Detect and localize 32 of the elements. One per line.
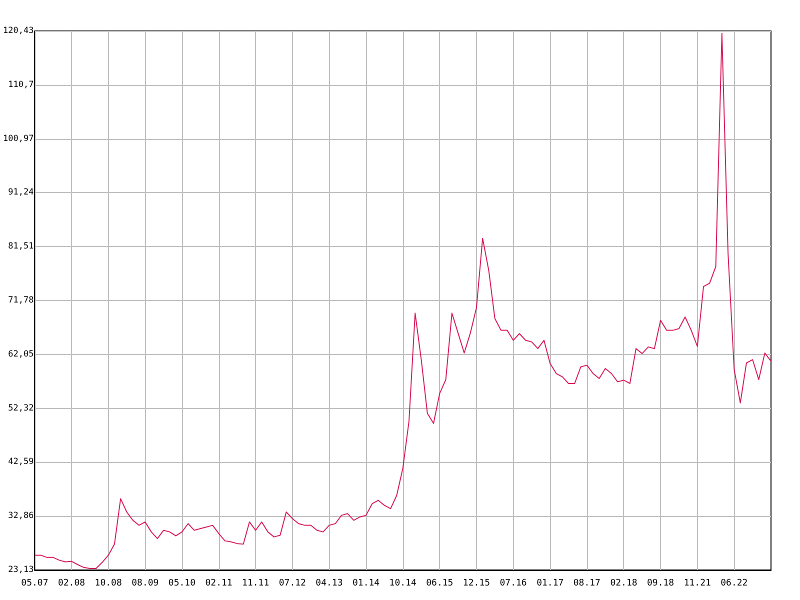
x-tick-label: 10.08 [94,578,122,588]
y-tick-label: 100,97 [2,134,34,144]
x-tick-label: 07.16 [500,578,527,588]
y-tick-label: 120,43 [2,26,34,36]
y-tick-label: 110,7 [8,80,34,90]
y-tick-label: 42,59 [8,457,34,468]
y-tick-label: 32,86 [8,511,34,522]
y-tick-label: 91,24 [8,188,34,198]
x-tick-label: 08.09 [132,578,159,588]
x-tick-label: 02.08 [58,578,86,588]
x-tick-label: 07.12 [278,578,306,588]
x-tick-label: 08.17 [573,578,600,588]
x-tick-label: 11.21 [684,578,711,588]
x-tick-label: 12.15 [462,578,490,588]
x-tick-label: 01.17 [536,578,564,588]
x-tick-label: 11.11 [242,578,270,588]
y-tick-label: 62,05 [8,349,34,360]
x-tick-label: 05.10 [168,578,196,588]
x-tick-label: 10.14 [389,578,416,588]
x-tick-label: 09.18 [647,578,674,588]
x-tick-label: 06.22 [720,578,748,588]
y-tick-label: 71,78 [8,296,34,306]
x-tick-label: 02.11 [205,578,232,588]
x-tick-label: 05.07 [21,578,48,588]
x-tick-label: 04.13 [316,578,343,588]
y-tick-label: 52,32 [8,403,34,414]
x-tick-label: 01.14 [352,578,380,588]
y-tick-label: 23,13 [8,565,34,575]
y-tick-label: 81,51 [8,242,34,252]
x-tick-label: 06.15 [426,578,454,588]
line-series [34,32,772,570]
x-tick-label: 02.18 [610,578,638,588]
